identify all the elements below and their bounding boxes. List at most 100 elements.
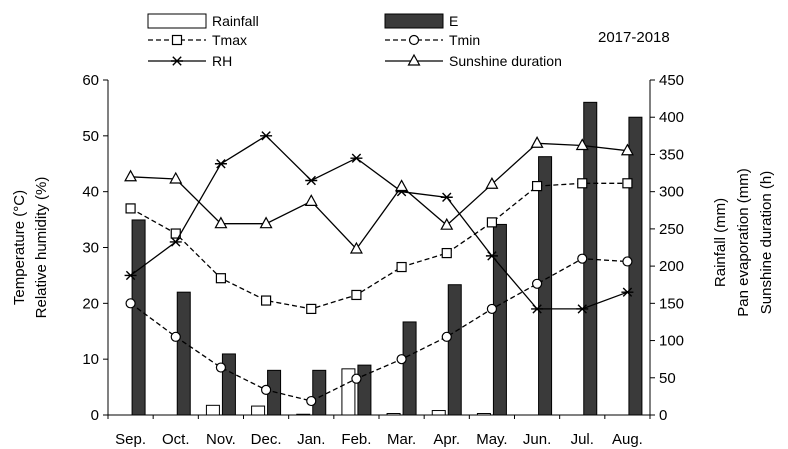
sunshine-duration-point — [530, 136, 544, 148]
tmax-line — [130, 182, 628, 310]
marker-circle — [351, 373, 362, 384]
legend-item-tmax: Tmax — [148, 32, 247, 48]
left-tick-label: 10 — [82, 351, 99, 368]
x-tick-label: Oct. — [162, 431, 190, 448]
right-axis-title: Rainfall (mm) — [712, 198, 729, 287]
rh-point — [124, 270, 137, 281]
marker-circle — [170, 331, 181, 342]
legend-marker-sunshine-duration — [407, 53, 421, 66]
marker-circle — [531, 278, 543, 289]
evaporation-bar — [312, 369, 327, 416]
rh-point — [350, 153, 363, 163]
tmax-point — [306, 303, 317, 315]
x-tick-label: Aug. — [612, 431, 643, 448]
marker-triangle — [440, 217, 454, 230]
tmin-point — [441, 331, 452, 342]
marker-square — [125, 203, 136, 214]
left-tick-label: 40 — [82, 184, 99, 201]
left-tick-label: 30 — [82, 240, 99, 257]
tmin-point — [577, 253, 588, 264]
left-tick-label: 60 — [82, 72, 99, 89]
tmin-point — [531, 278, 543, 289]
rh-point — [485, 251, 498, 261]
tmin-point — [260, 384, 272, 395]
legend: Rainfall E Tmax Tmin RH Sunshine duration — [147, 13, 562, 69]
marker-square — [396, 261, 407, 273]
tmin-point — [351, 373, 362, 384]
sunshine-duration-point — [620, 143, 634, 156]
marker-square — [486, 217, 498, 228]
marker-triangle — [349, 241, 363, 254]
left-axis-title: Relative humidity (%) — [33, 177, 50, 319]
rainfall-bar — [431, 410, 446, 416]
tmin-point — [306, 395, 317, 407]
marker-triangle — [304, 194, 318, 206]
marker-star — [440, 192, 453, 202]
x-tick-label: Mar. — [387, 431, 416, 448]
sunshine-duration-point — [575, 138, 589, 151]
right-tick-label: 0 — [659, 407, 667, 424]
rainfall-bar — [476, 413, 491, 416]
rh-point — [214, 159, 227, 169]
right-tick-label: 250 — [659, 221, 684, 238]
x-tick-label: May. — [476, 431, 507, 448]
x-tick-label: Apr. — [433, 431, 460, 448]
legend-label-tmax: Tmax — [212, 32, 247, 48]
tmin-point — [396, 354, 407, 365]
sunshine-duration-point — [214, 216, 228, 229]
sunshine-duration-point — [259, 216, 273, 229]
marker-triangle — [575, 138, 589, 151]
evaporation-bar — [492, 223, 507, 416]
marker-circle — [306, 395, 317, 407]
tmax-point — [486, 217, 498, 228]
x-tick-label: Jan. — [297, 431, 325, 448]
rh-point — [305, 175, 318, 186]
marker-square — [441, 247, 452, 259]
marker-circle — [408, 34, 420, 46]
tmax-point — [577, 178, 588, 189]
left-tick-label: 20 — [82, 295, 99, 312]
marker-triangle — [407, 53, 421, 66]
left-tick-label: 50 — [82, 128, 99, 145]
legend-item-tmin: Tmin — [385, 32, 480, 48]
marker-circle — [441, 331, 452, 342]
sunshine-duration-point — [124, 169, 138, 182]
marker-circle — [622, 256, 633, 267]
right-tick-label: 150 — [659, 295, 684, 312]
marker-star — [214, 159, 227, 169]
sunshine-duration-point — [440, 217, 454, 230]
x-tick-label: Feb. — [341, 431, 371, 448]
period-label: 2017-2018 — [598, 29, 670, 46]
legend-item-e: E — [384, 13, 458, 29]
marker-square — [260, 295, 272, 306]
marker-star — [531, 304, 544, 314]
marker-triangle — [620, 143, 634, 156]
legend-marker-tmax — [171, 34, 183, 46]
rh-point — [531, 304, 544, 314]
x-tick-label: Sep. — [115, 431, 146, 448]
right-tick-label: 350 — [659, 146, 684, 163]
evaporation-bar — [176, 291, 191, 416]
marker-triangle — [485, 176, 499, 189]
marker-star — [305, 175, 318, 186]
evaporation-bar — [628, 116, 643, 416]
rh-point — [621, 287, 634, 297]
right-axis-title: Sunshine duration (h) — [758, 171, 775, 314]
rainfall-bar — [386, 413, 401, 416]
legend-item-rainfall: Rainfall — [147, 13, 259, 29]
legend-item-rh: RH — [148, 53, 232, 69]
x-tick-label: Dec. — [251, 431, 282, 448]
legend-swatch-e — [384, 13, 444, 29]
left-tick-label: 0 — [91, 407, 99, 424]
ticks-layer: 0 10 20 30 40 50 60 0 50 100 150 200 250 300 350 400 450… — [11, 72, 775, 448]
sunshine-duration-point — [395, 179, 409, 192]
rainfall-bar — [205, 404, 220, 416]
marker-square — [306, 303, 317, 315]
tmin-line — [130, 258, 628, 402]
tmax-point — [215, 273, 227, 284]
marker-triangle — [214, 216, 228, 229]
tmax-point — [622, 178, 633, 189]
evaporation-bar — [221, 353, 236, 416]
